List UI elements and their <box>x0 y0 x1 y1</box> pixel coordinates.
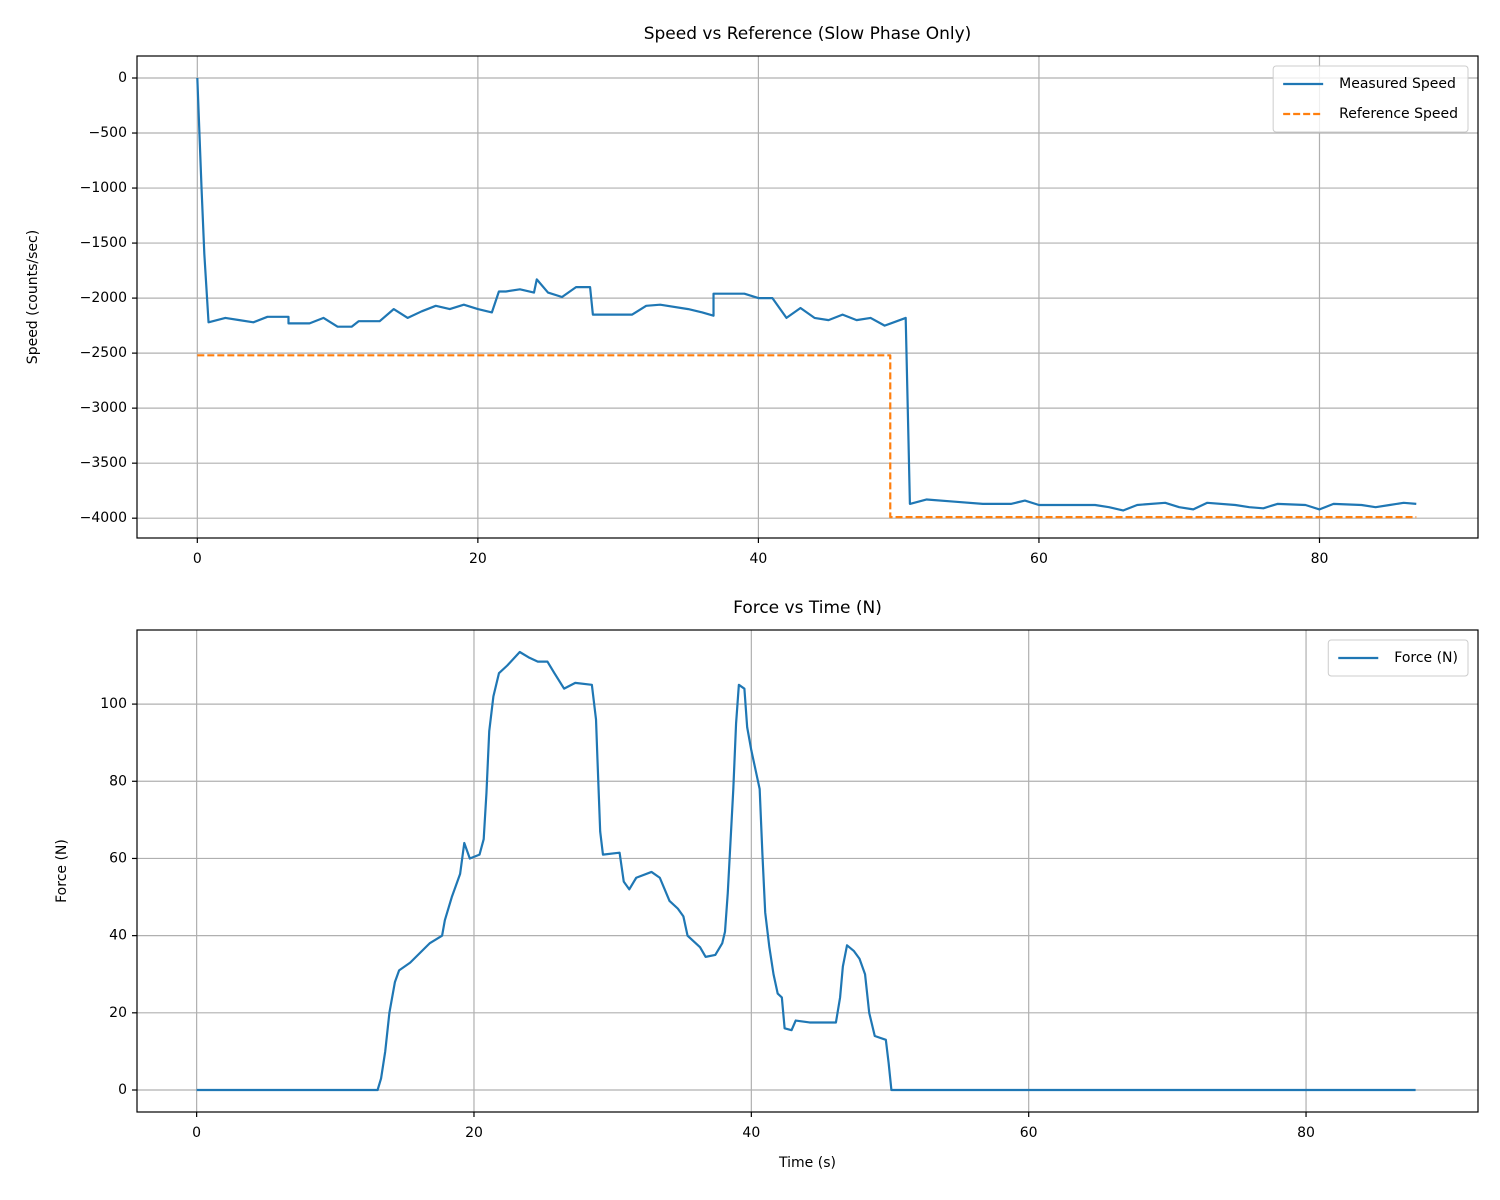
data-line <box>196 650 1416 1092</box>
legend-label: Measured Speed <box>1339 76 1456 92</box>
axes-frame <box>136 55 1479 539</box>
y-tick-label: 60 <box>109 850 127 866</box>
legend-label: Reference Speed <box>1339 106 1458 122</box>
chart-title: Speed vs Reference (Slow Phase Only) <box>644 24 972 44</box>
chart-title: Force vs Time (N) <box>733 598 882 618</box>
x-tick-label: 60 <box>1030 551 1048 567</box>
x-tick-label: 40 <box>749 551 767 567</box>
x-tick-label: 40 <box>742 1125 760 1141</box>
data-line <box>196 77 1417 512</box>
y-tick-label: 80 <box>109 773 127 789</box>
x-tick-label: 80 <box>1297 1125 1315 1141</box>
y-tick-label: −1500 <box>80 235 127 251</box>
y-tick-label: −3500 <box>80 455 127 471</box>
legend-box <box>1272 65 1469 133</box>
x-tick-label: 80 <box>1311 551 1329 567</box>
legend-label: Force (N) <box>1394 650 1458 666</box>
x-tick-label: 0 <box>192 1125 201 1141</box>
y-tick-label: 0 <box>118 70 127 86</box>
y-tick-label: 40 <box>109 928 127 944</box>
x-tick-label: 60 <box>1020 1125 1038 1141</box>
y-tick-label: −4000 <box>80 510 127 526</box>
x-tick-label: 0 <box>193 551 202 567</box>
x-axis-label: Time (s) <box>778 1155 836 1171</box>
y-tick-label: −2000 <box>80 290 127 306</box>
data-line <box>197 354 1417 519</box>
legend: Force (N) <box>1327 639 1469 677</box>
y-axis-label: Speed (counts/sec) <box>25 230 41 364</box>
y-axis-label: Force (N) <box>54 839 70 903</box>
y-tick-label: −3000 <box>80 400 127 416</box>
y-tick-label: 100 <box>100 696 127 712</box>
y-tick-label: 20 <box>109 1005 127 1021</box>
x-tick-label: 20 <box>465 1125 483 1141</box>
x-tick-label: 20 <box>469 551 487 567</box>
axes-frame <box>136 629 1479 1113</box>
legend-box <box>1327 639 1469 677</box>
y-tick-label: −2500 <box>80 345 127 361</box>
y-tick-label: −500 <box>89 125 127 141</box>
legend: Measured Speed Reference Speed <box>1272 65 1469 133</box>
y-tick-label: 0 <box>118 1082 127 1098</box>
y-tick-label: −1000 <box>80 180 127 196</box>
